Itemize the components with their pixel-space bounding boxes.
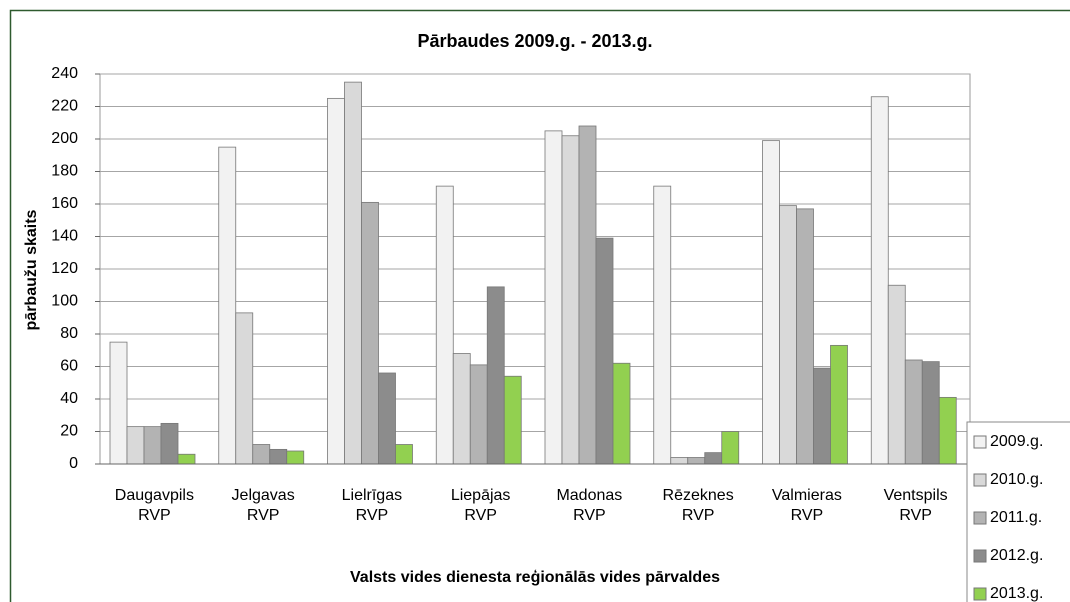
bar <box>612 362 631 465</box>
legend-label: 2009.g. <box>990 433 1043 450</box>
bar <box>904 359 923 465</box>
bar <box>252 444 271 465</box>
bar <box>830 344 848 465</box>
x-axis-label: Valsts vides dienesta reģionālās vides p… <box>350 568 720 586</box>
y-tick-label: 0 <box>69 455 78 472</box>
y-tick-label: 140 <box>51 228 78 245</box>
bar <box>235 312 254 465</box>
x-tick-label: Liepājas RVP <box>450 487 511 524</box>
bar <box>578 125 597 465</box>
y-tick-label: 80 <box>60 325 78 342</box>
legend-swatch <box>973 511 987 525</box>
bar <box>143 426 162 465</box>
bar <box>779 205 797 465</box>
bar <box>870 96 889 465</box>
bar <box>595 237 614 465</box>
bar <box>687 457 706 465</box>
bar <box>395 444 413 465</box>
y-tick-label: 160 <box>51 195 78 212</box>
bar <box>126 426 145 465</box>
bar <box>177 453 196 465</box>
bar <box>544 130 563 465</box>
bar <box>160 422 179 465</box>
y-tick-label: 220 <box>51 98 78 115</box>
bar <box>561 135 580 465</box>
bar <box>704 452 723 465</box>
bar <box>218 146 237 465</box>
bar <box>721 431 740 465</box>
y-axis-label: pārbaužu skaits <box>23 209 40 330</box>
x-tick-label: Madonas RVP <box>556 487 623 524</box>
legend-label: 2010.g. <box>990 471 1043 488</box>
y-tick-label: 100 <box>51 293 78 310</box>
x-tick-label: Ventspils RVP <box>883 487 948 524</box>
bar <box>327 97 345 465</box>
x-tick-label: Rēzeknes RVP <box>662 487 734 524</box>
y-tick-label: 240 <box>51 65 78 82</box>
bar <box>921 361 940 465</box>
bar <box>109 341 128 465</box>
x-tick-label: Valmieras RVP <box>771 487 842 524</box>
bar <box>344 81 362 465</box>
bar <box>670 457 689 465</box>
bar <box>378 372 396 465</box>
x-tick-label: Daugavpils RVP <box>114 487 194 524</box>
bar <box>435 185 454 465</box>
bar <box>762 140 780 465</box>
bar <box>503 375 522 465</box>
legend-swatch <box>973 587 987 601</box>
frame <box>9 9 1070 602</box>
legend-swatch <box>973 473 987 487</box>
y-tick-label: 40 <box>60 390 78 407</box>
bar <box>887 284 906 465</box>
legend-label: 2011.g. <box>990 509 1042 526</box>
x-tick-label: Jelgavas RVP <box>231 487 295 524</box>
x-tick-label: Lielrīgas RVP <box>341 487 403 524</box>
y-tick-label: 200 <box>51 130 78 147</box>
legend-swatch <box>973 435 987 449</box>
bar <box>486 286 505 465</box>
y-tick-label: 60 <box>60 358 78 375</box>
legend-label: 2013.g. <box>990 585 1043 602</box>
y-tick-label: 120 <box>51 260 78 277</box>
y-tick-label: 180 <box>51 163 78 180</box>
bar <box>286 450 305 465</box>
bar <box>361 201 379 465</box>
chart-title: Pārbaudes 2009.g. - 2013.g. <box>417 31 652 51</box>
bar <box>653 185 672 465</box>
legend-swatch <box>973 549 987 563</box>
y-tick-label: 20 <box>60 423 78 440</box>
bar <box>469 364 488 465</box>
legend-label: 2012.g. <box>990 547 1043 564</box>
bar <box>938 396 957 465</box>
bar <box>452 353 471 465</box>
bar <box>269 448 288 465</box>
bar <box>813 367 831 465</box>
bar <box>796 208 814 465</box>
